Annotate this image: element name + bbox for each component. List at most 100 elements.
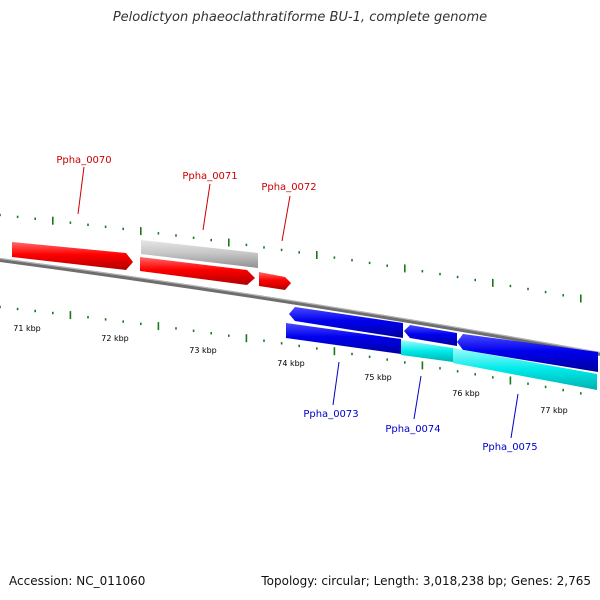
gene-label-ppha-0072[interactable]: Ppha_0072 (261, 182, 316, 193)
minor-tick (580, 392, 582, 395)
minor-tick (210, 332, 212, 335)
leader-line-ppha-0070 (77, 166, 85, 215)
minor-tick (351, 259, 353, 262)
minor-tick (298, 344, 300, 348)
major-tick (69, 311, 72, 320)
accession-text: Accession: NC_011060 (9, 574, 146, 588)
cds-block-ppha-0073[interactable] (286, 323, 401, 354)
minor-tick (140, 322, 142, 325)
minor-tick (69, 221, 72, 224)
minor-tick (0, 213, 1, 217)
tick-label-76: 76 kbp (452, 389, 480, 398)
major-tick (404, 264, 406, 273)
major-tick (228, 238, 230, 247)
minor-tick (368, 355, 371, 358)
map-title: Pelodictyon phaeoclathratiforme BU-1, co… (112, 10, 488, 25)
minor-tick (52, 311, 54, 315)
minor-tick (386, 358, 388, 361)
minor-tick (439, 367, 441, 370)
minor-tick (386, 264, 388, 267)
topology-text: Topology: circular; Length: 3,018,238 bp… (261, 574, 591, 588)
minor-tick (544, 290, 547, 294)
genome-backbone (0, 258, 600, 356)
minor-tick (263, 246, 265, 249)
minor-tick (104, 225, 107, 228)
major-tick (580, 294, 582, 303)
minor-tick (228, 334, 230, 337)
gene-arrow-ppha-0075[interactable] (457, 334, 598, 372)
minor-tick (34, 309, 36, 313)
minor-tick (280, 248, 283, 252)
leader-line-ppha-0074 (413, 375, 422, 420)
leader-line-ppha-0075 (510, 393, 519, 439)
minor-tick (439, 272, 441, 276)
minor-tick (351, 352, 353, 356)
minor-tick (298, 251, 300, 254)
inner-tick-track (0, 305, 582, 395)
minor-tick (562, 388, 564, 392)
minor-tick (87, 223, 89, 226)
gene-label-ppha-0075[interactable]: Ppha_0075 (482, 442, 537, 453)
minor-tick (544, 385, 547, 389)
minor-tick (404, 361, 406, 364)
gene-label-ppha-0070[interactable]: Ppha_0070 (56, 155, 111, 166)
minor-tick (280, 342, 283, 345)
minor-tick (16, 215, 19, 219)
minor-tick (34, 217, 36, 220)
major-tick (140, 227, 142, 236)
cds-block-ppha-0074[interactable] (401, 340, 453, 362)
rna-feature-block[interactable] (141, 240, 258, 268)
genome-backbone-highlight (0, 257, 600, 354)
major-tick (333, 347, 336, 356)
minor-tick (316, 347, 318, 350)
minor-tick (368, 261, 371, 265)
minor-tick (122, 320, 124, 323)
gene-arrow-ppha-0074[interactable] (404, 325, 457, 346)
gene-arrow-ppha-0070[interactable] (12, 242, 133, 270)
gene-label-ppha-0073[interactable]: Ppha_0073 (303, 409, 358, 420)
minor-tick (210, 238, 212, 242)
tick-label-74: 74 kbp (277, 359, 305, 368)
minor-tick (16, 307, 19, 311)
minor-tick (175, 327, 177, 330)
outer-tick-track (0, 213, 582, 303)
minor-tick (192, 236, 195, 239)
major-tick (509, 376, 512, 385)
minor-tick (0, 305, 1, 309)
tick-label-77: 77 kbp (540, 406, 568, 415)
cds-block-ppha-0075[interactable] (453, 348, 597, 390)
minor-tick (562, 294, 564, 297)
tick-label-71: 71 kbp (13, 324, 41, 333)
leader-line-ppha-0072 (281, 195, 291, 242)
gene-arrow-ppha-0071[interactable] (140, 257, 255, 285)
minor-tick (456, 275, 459, 279)
gene-label-ppha-0074[interactable]: Ppha_0074 (385, 424, 440, 435)
minor-tick (104, 318, 107, 321)
minor-tick (157, 232, 160, 235)
minor-tick (122, 227, 124, 231)
minor-tick (474, 278, 476, 282)
tick-label-75: 75 kbp (364, 373, 392, 382)
major-tick (52, 216, 54, 225)
gene-arrow-ppha-0072[interactable] (259, 272, 291, 290)
tick-label-73: 73 kbp (189, 346, 217, 355)
major-tick (157, 322, 160, 331)
gene-arrow-ppha-0073[interactable] (289, 307, 403, 338)
minor-tick (192, 329, 195, 332)
major-tick (492, 278, 494, 287)
minor-tick (263, 339, 265, 342)
leader-line-ppha-0071 (202, 183, 211, 231)
minor-tick (509, 284, 512, 288)
major-tick (245, 334, 248, 343)
minor-tick (175, 234, 177, 237)
minor-tick (492, 376, 494, 379)
leader-line-ppha-0073 (332, 361, 340, 406)
minor-tick (333, 256, 336, 259)
minor-tick (527, 287, 529, 291)
gene-label-ppha-0071[interactable]: Ppha_0071 (182, 171, 237, 182)
major-tick (421, 361, 424, 370)
major-tick (316, 251, 318, 259)
minor-tick (87, 316, 89, 319)
tick-label-72: 72 kbp (101, 334, 129, 343)
